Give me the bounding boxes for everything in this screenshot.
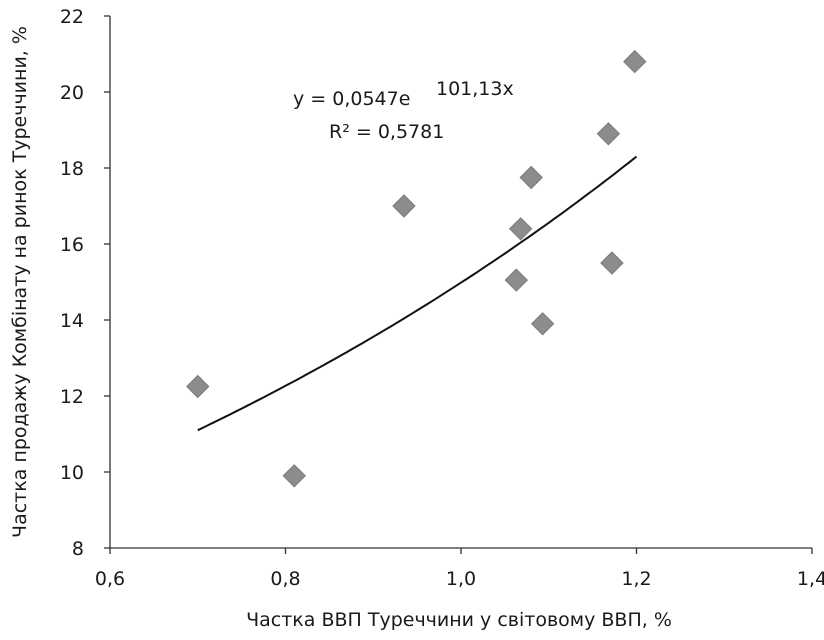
x-tick-label: 1,4 — [797, 568, 824, 590]
data-point — [519, 165, 543, 190]
data-point — [282, 464, 306, 488]
y-tick-label: 14 — [60, 310, 84, 332]
data-point — [508, 217, 533, 241]
data-point — [623, 49, 647, 74]
y-tick-label: 20 — [60, 82, 84, 104]
y-tick-label: 18 — [60, 158, 84, 180]
trendline-equation-exponent: 101,13x — [436, 78, 514, 100]
data-point — [392, 194, 416, 218]
x-tick-label: 1,2 — [621, 568, 651, 590]
y-tick-label: 10 — [60, 462, 84, 484]
axes — [104, 15, 813, 554]
y-axis-title: Частка продажу Комбінату на ринок Туречч… — [9, 26, 31, 538]
trendline-equation: y = 0,0547e — [293, 88, 410, 110]
x-tick-label: 0,6 — [95, 568, 125, 590]
data-point — [530, 312, 555, 336]
x-axis-title: Частка ВВП Туреччини у світовому ВВП, % — [246, 609, 672, 631]
data-points — [186, 49, 647, 488]
y-tick-label: 8 — [72, 538, 84, 560]
data-point — [186, 374, 210, 399]
data-point — [596, 122, 621, 146]
x-tick-label: 1,0 — [446, 568, 476, 590]
y-tick-label: 16 — [60, 234, 84, 256]
data-point — [504, 268, 528, 292]
y-tick-label: 12 — [60, 386, 84, 408]
x-tick-label: 0,8 — [270, 568, 300, 590]
data-point — [600, 251, 624, 275]
y-tick-label: 22 — [60, 6, 84, 28]
trendline-group — [197, 155, 638, 432]
trendline — [197, 155, 638, 432]
r-squared-label: R² = 0,5781 — [329, 121, 444, 143]
tick-labels: 8 10 12 14 16 18 20 22 0,6 0,8 1,0 1,2 1,4 — [60, 6, 824, 590]
